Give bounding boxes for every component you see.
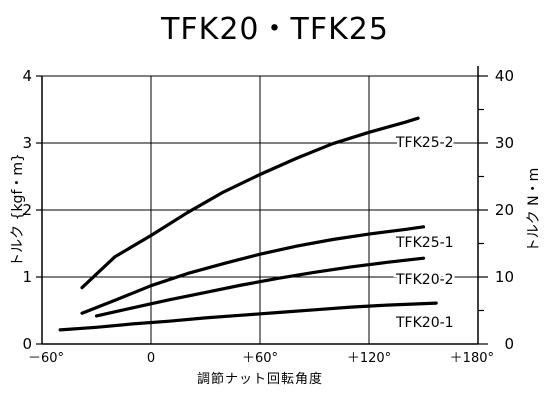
left-tick-label: 2 xyxy=(22,201,32,219)
series-label-tfk25-2: TFK25-2 xyxy=(395,135,454,151)
x-tick-label: ＋180° xyxy=(450,351,494,366)
x-tick-label: ＋120° xyxy=(347,351,391,366)
y-axis-title-left: トルク {kgf・m} xyxy=(10,153,26,267)
right-tick-label: 10 xyxy=(495,268,514,286)
x-axis-title: 調節ナット回転角度 xyxy=(197,371,323,387)
series-line-tfk20-1 xyxy=(58,301,438,332)
left-tick-label: 4 xyxy=(22,67,32,85)
series-label-tfk25-1: TFK25-1 xyxy=(395,235,454,251)
x-tick-label: 0 xyxy=(147,351,155,366)
right-tick-label: 20 xyxy=(495,201,514,219)
right-tick-label: 0 xyxy=(504,335,514,353)
chart-title: TFK20・TFK25 xyxy=(161,12,389,47)
right-tick-label: 30 xyxy=(495,134,514,152)
x-tick-label: ＋60° xyxy=(242,351,278,366)
left-tick-label: 0 xyxy=(22,335,32,353)
left-tick-label: 3 xyxy=(22,134,32,152)
series-line-tfk20-2 xyxy=(94,256,426,318)
left-tick-label: 1 xyxy=(22,268,32,286)
series-label-tfk20-1: TFK20-1 xyxy=(395,315,454,331)
series-line-tfk25-2 xyxy=(80,116,420,290)
right-tick-label: 40 xyxy=(495,67,514,85)
x-tick-label: －60° xyxy=(28,351,64,366)
series-line-tfk25-1 xyxy=(80,225,426,315)
series-label-tfk20-2: TFK20-2 xyxy=(395,272,454,288)
y-axis-title-right: トルク N・m xyxy=(526,168,542,253)
